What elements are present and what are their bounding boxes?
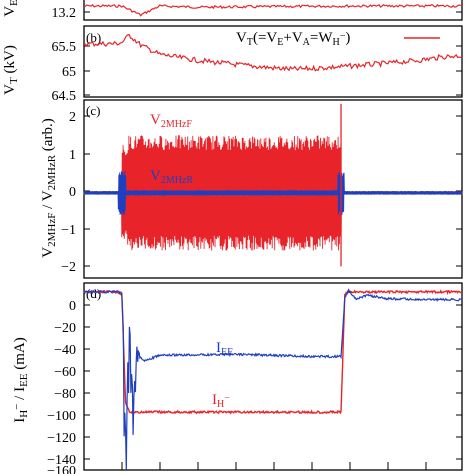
panel-b-frame [83, 25, 463, 98]
panel-d-frame [83, 282, 463, 471]
series-v2mhzr-line [83, 171, 463, 216]
panel-label: (d) [86, 286, 101, 301]
ytick-label: −120 [47, 431, 76, 446]
panel-a-frame [83, 0, 463, 21]
ytick-label: 64.5 [52, 89, 77, 104]
series-ve-line [83, 3, 463, 17]
ytick-label: 65.5 [52, 40, 77, 55]
ytick-label: 13.2 [52, 6, 77, 21]
panel-label: (b) [86, 30, 101, 45]
annotation-ih: IH− [212, 392, 230, 410]
legend-vt: VT(=VE+VA=WH−) [236, 30, 350, 48]
panel-a-ylabel: VE [2, 0, 20, 17]
ytick-label: −140 [47, 453, 76, 468]
ytick-label: −1 [61, 223, 76, 238]
ytick-label: −160 [47, 464, 76, 474]
panel-b-ylabel: VT (kV) [2, 45, 20, 95]
annotation-v2mhzf: V2MHzF [150, 112, 192, 130]
ytick-label: 1 [69, 148, 76, 163]
ytick-label: −100 [47, 409, 76, 424]
series-vt-line [83, 33, 463, 72]
series-ih-line [83, 289, 463, 415]
ytick-label: 65 [62, 65, 76, 80]
panel-c-frame [83, 99, 463, 279]
ytick-label: 2 [69, 110, 76, 125]
panel-label: (c) [86, 103, 100, 118]
ytick-label: 0 [69, 185, 76, 200]
ytick-label: −2 [61, 260, 76, 275]
series-iee-line [83, 288, 463, 471]
ytick-label: −40 [54, 343, 76, 358]
panel-c-ylabel: V2MHzF / V2MHzR (arb.) [40, 118, 58, 257]
annotation-iee: IEE [216, 340, 233, 358]
annotation-v2mhzr: V2MHzR [150, 168, 193, 186]
panel-d-ylabel: IH− / IEE (mA) [11, 337, 30, 423]
ytick-label: −60 [54, 365, 76, 380]
ytick-label: −20 [54, 321, 76, 336]
ytick-label: 0 [69, 299, 76, 314]
ytick-label: −80 [54, 387, 76, 402]
